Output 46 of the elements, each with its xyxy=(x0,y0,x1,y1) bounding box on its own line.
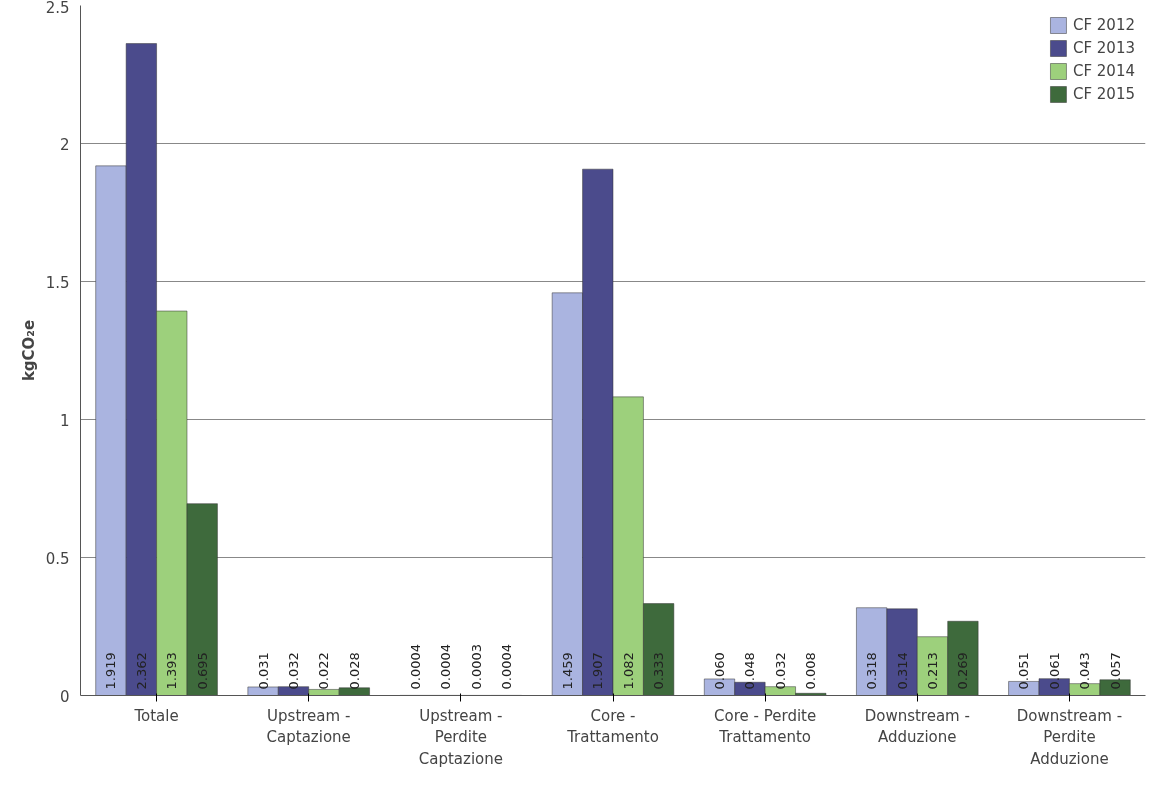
x-tick-label: Downstream - Adduzione xyxy=(864,706,970,747)
x-tick-label: Core - Trattamento xyxy=(566,706,659,747)
x-tick-label: Upstream - Perdite Captazione xyxy=(418,706,503,768)
data-label: 1.082 xyxy=(620,652,636,690)
y-tick-label: 1 xyxy=(59,411,70,430)
data-label: 0.028 xyxy=(346,652,362,690)
data-label: 0.032 xyxy=(286,652,301,690)
legend-label: CF 2012 xyxy=(1072,16,1135,34)
data-label: 0.318 xyxy=(864,652,880,690)
data-label: 0.0004 xyxy=(438,644,454,690)
x-tick-label: Upstream - Captazione xyxy=(266,706,351,747)
y-tick-label: 0 xyxy=(59,687,70,706)
y-tick-label: 2.5 xyxy=(45,0,70,17)
data-label: 0.269 xyxy=(955,652,971,690)
data-label: 0.032 xyxy=(772,652,788,690)
y-tick-label: 2 xyxy=(59,135,70,154)
data-label: 0.060 xyxy=(712,652,727,690)
y-tick-label: 0.5 xyxy=(45,549,70,568)
data-label: 0.051 xyxy=(1016,652,1032,690)
data-label: 1.393 xyxy=(164,652,180,690)
x-tick-label: Totale xyxy=(133,706,179,725)
data-label: 0.695 xyxy=(194,652,210,690)
y-axis-title: kgCO₂e xyxy=(19,319,38,382)
data-label: 1.907 xyxy=(590,652,606,690)
x-tick-label: Core - Perdite Trattamento xyxy=(714,706,817,747)
y-tick-label: 1.5 xyxy=(45,273,70,292)
data-label: 1.459 xyxy=(559,652,575,690)
data-label: 0.031 xyxy=(255,652,271,690)
data-label: 0.213 xyxy=(925,652,940,690)
data-label: 0.057 xyxy=(1107,652,1123,690)
data-label: 0.008 xyxy=(803,652,819,690)
data-label: 0.022 xyxy=(316,652,332,690)
data-label: 0.314 xyxy=(894,652,910,690)
data-label: 1.919 xyxy=(103,652,119,690)
data-label: 0.048 xyxy=(742,652,758,690)
x-tick-label: Downstream - Perdite Adduzione xyxy=(1016,706,1123,768)
data-label: 0.0004 xyxy=(499,644,514,690)
data-label: 0.333 xyxy=(651,652,667,690)
legend-label: CF 2014 xyxy=(1072,62,1135,80)
data-label: 0.043 xyxy=(1077,652,1093,690)
data-label: 2.362 xyxy=(133,652,149,690)
data-label: 0.0003 xyxy=(468,644,484,690)
data-label: 0.061 xyxy=(1046,652,1062,690)
legend-label: CF 2015 xyxy=(1072,85,1135,103)
legend-label: CF 2013 xyxy=(1072,39,1135,57)
data-label: 0.0004 xyxy=(407,644,423,690)
